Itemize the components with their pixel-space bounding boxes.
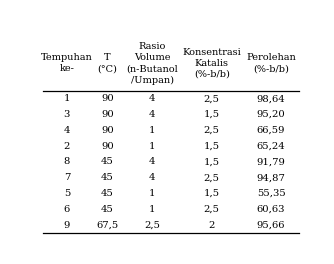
Text: 4: 4 — [64, 126, 70, 135]
Text: 60,63: 60,63 — [257, 205, 285, 214]
Text: 2,5: 2,5 — [204, 126, 220, 135]
Text: 2: 2 — [64, 142, 70, 151]
Text: 2,5: 2,5 — [144, 220, 160, 229]
Text: 55,35: 55,35 — [257, 189, 286, 198]
Text: 1,5: 1,5 — [204, 189, 220, 198]
Text: 4: 4 — [149, 157, 156, 166]
Text: Tempuhan
ke-: Tempuhan ke- — [41, 53, 93, 73]
Text: 98,64: 98,64 — [257, 94, 286, 103]
Text: 2: 2 — [208, 220, 215, 229]
Text: 1: 1 — [149, 205, 156, 214]
Text: 8: 8 — [64, 157, 70, 166]
Text: 45: 45 — [101, 205, 114, 214]
Text: 2,5: 2,5 — [204, 94, 220, 103]
Text: 45: 45 — [101, 157, 114, 166]
Text: 95,20: 95,20 — [257, 110, 286, 119]
Text: 5: 5 — [64, 189, 70, 198]
Text: 90: 90 — [101, 94, 114, 103]
Text: Perolehan
(%-b/b): Perolehan (%-b/b) — [246, 53, 296, 73]
Text: 1: 1 — [149, 189, 156, 198]
Text: 7: 7 — [64, 173, 70, 182]
Text: Konsentrasi
Katalis
(%-b/b): Konsentrasi Katalis (%-b/b) — [182, 48, 241, 79]
Text: 9: 9 — [64, 220, 70, 229]
Text: 6: 6 — [64, 205, 70, 214]
Text: 65,24: 65,24 — [257, 142, 286, 151]
Text: 4: 4 — [149, 94, 156, 103]
Text: 1: 1 — [149, 126, 156, 135]
Text: 90: 90 — [101, 142, 114, 151]
Text: 90: 90 — [101, 126, 114, 135]
Text: 66,59: 66,59 — [257, 126, 285, 135]
Text: 4: 4 — [149, 110, 156, 119]
Text: 3: 3 — [64, 110, 70, 119]
Text: 1: 1 — [64, 94, 70, 103]
Text: 1: 1 — [149, 142, 156, 151]
Text: 2,5: 2,5 — [204, 205, 220, 214]
Text: 90: 90 — [101, 110, 114, 119]
Text: 4: 4 — [149, 173, 156, 182]
Text: 91,79: 91,79 — [257, 157, 286, 166]
Text: T
(°C): T (°C) — [98, 53, 118, 73]
Text: 45: 45 — [101, 173, 114, 182]
Text: 1,5: 1,5 — [204, 142, 220, 151]
Text: 95,66: 95,66 — [257, 220, 285, 229]
Text: 1,5: 1,5 — [204, 110, 220, 119]
Text: 67,5: 67,5 — [96, 220, 119, 229]
Text: Rasio
Volume
(n-Butanol
/Umpan): Rasio Volume (n-Butanol /Umpan) — [127, 42, 178, 84]
Text: 2,5: 2,5 — [204, 173, 220, 182]
Text: 94,87: 94,87 — [257, 173, 286, 182]
Text: 45: 45 — [101, 189, 114, 198]
Text: 1,5: 1,5 — [204, 157, 220, 166]
